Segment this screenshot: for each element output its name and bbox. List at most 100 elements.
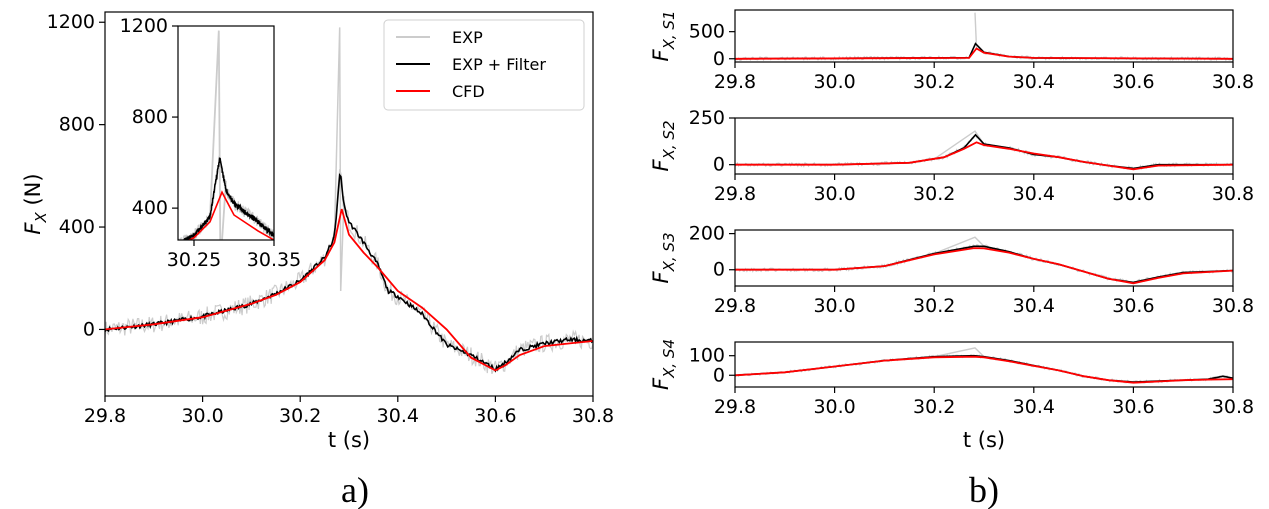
subplot-4-lines xyxy=(735,347,1233,384)
x-tick-label: 30.6 xyxy=(1112,183,1154,205)
y-tick-label: 200 xyxy=(689,223,725,245)
subplot-4-frame xyxy=(734,341,1234,388)
y-tick-label: 0 xyxy=(713,154,725,176)
panel-a-frame xyxy=(104,11,594,397)
subplot-1-y-label-sub: X, S1 xyxy=(660,11,678,51)
panel-a-y-ticks: 0 400 800 1200 xyxy=(47,11,105,340)
y-tick-label: 400 xyxy=(59,216,95,238)
panel-b-x-axis-label: t (s) xyxy=(963,428,1005,452)
x-tick-label: 30.8 xyxy=(1212,183,1254,205)
x-tick-label: 30.2 xyxy=(913,183,955,205)
exp-spike xyxy=(333,27,345,292)
inset-x-ticks: 30.25 30.35 xyxy=(167,240,301,271)
subplot-2-filter-line xyxy=(735,133,1233,170)
subplot-4-exp-spike xyxy=(934,347,985,358)
panel-b-label: b) xyxy=(969,470,999,509)
y-tick-label: 0 xyxy=(713,48,725,70)
subplot-1-x-ticks: 29.8 30.0 30.2 30.4 30.6 30.8 xyxy=(714,62,1254,93)
y-tick-label: 800 xyxy=(59,114,95,136)
y-tick-label: 0 xyxy=(713,364,725,386)
y-tick-label: 0 xyxy=(83,318,95,340)
cfd-series-line xyxy=(104,208,594,372)
subplot-2-y-label-main: F xyxy=(649,158,673,171)
y-tick-label: 500 xyxy=(689,21,725,43)
subplot-2-x-ticks: 29.8 30.0 30.2 30.4 30.6 30.8 xyxy=(714,174,1254,205)
panel-a-chart: 29.8 30.0 30.2 30.4 30.6 30.8 0 400 800 1200 t (… xyxy=(21,11,614,509)
subplot-3-y-axis-label: FX, S3 xyxy=(649,233,678,284)
inset-background xyxy=(178,26,274,240)
x-tick-label: 29.8 xyxy=(714,183,756,205)
subplot-3-x-ticks: 29.8 30.0 30.2 30.4 30.6 30.8 xyxy=(714,286,1254,317)
subplot-3-filter-line xyxy=(735,245,1233,284)
subplot-1-frame xyxy=(734,9,1234,63)
x-tick-label: 30.0 xyxy=(813,71,855,93)
x-tick-label: 30.0 xyxy=(813,396,855,418)
x-tick-label: 30.4 xyxy=(1013,295,1055,317)
inset-exp-spike xyxy=(209,30,227,240)
subplot-4-cfd-line xyxy=(735,355,1233,384)
x-tick-label: 30.6 xyxy=(1112,396,1154,418)
subplot-1-cfd-line xyxy=(735,47,1233,60)
subplot-3-y-label-main: F xyxy=(649,270,673,283)
x-tick-label: 30.4 xyxy=(1013,183,1055,205)
subplot-3-cfd-line xyxy=(735,247,1233,285)
legend-box xyxy=(383,19,585,111)
y-tick-label: 1200 xyxy=(120,15,168,37)
x-tick-label: 30.35 xyxy=(247,249,301,271)
x-tick-label: 29.8 xyxy=(714,295,756,317)
x-tick-label: 29.8 xyxy=(714,396,756,418)
panel-a-y-label-unit: (N) xyxy=(21,173,45,212)
subplot-1-y-label-main: F xyxy=(649,48,673,61)
x-tick-label: 30.2 xyxy=(913,396,955,418)
legend-exp-label: EXP xyxy=(452,28,483,47)
subplot-4-y-label-sub: X, S4 xyxy=(660,339,678,379)
subplot-1-y-axis-label: FX, S1 xyxy=(649,11,678,62)
y-tick-label: 0 xyxy=(713,259,725,281)
subplot-3-y-label-sub: X, S3 xyxy=(660,233,678,273)
subplot-3-exp-spike xyxy=(933,236,985,255)
x-tick-label: 30.4 xyxy=(1013,396,1055,418)
subplot-4-x-ticks: 29.8 30.0 30.2 30.4 30.6 30.8 xyxy=(714,387,1254,418)
panel-a-inset: 30.25 30.35 400 800 1200 xyxy=(120,15,302,271)
inset-lines xyxy=(181,157,274,240)
subplot-2-lines xyxy=(735,130,1233,171)
subplot-2-frame xyxy=(734,117,1234,175)
x-tick-label: 29.8 xyxy=(84,405,126,427)
subplot-2-y-label-sub: X, S2 xyxy=(660,121,678,161)
panel-a-label: a) xyxy=(341,470,369,509)
legend-cfd-label: CFD xyxy=(452,82,485,101)
subplot-1-filter-line xyxy=(735,42,1233,60)
panel-b-subplot-3: 29.8 30.0 30.2 30.4 30.6 30.8 0 200 FX, S3 xyxy=(649,223,1254,317)
panel-a-y-label-main: F xyxy=(21,222,45,235)
x-tick-label: 30.6 xyxy=(1112,71,1154,93)
inset-y-ticks: 400 800 1200 xyxy=(120,15,178,219)
x-tick-label: 30.8 xyxy=(572,405,614,427)
x-tick-label: 30.25 xyxy=(167,249,221,271)
subplot-4-y-axis-label: FX, S4 xyxy=(649,339,678,390)
x-tick-label: 30.0 xyxy=(813,295,855,317)
x-tick-label: 30.2 xyxy=(913,71,955,93)
inset-cfd-line xyxy=(187,190,274,240)
panel-a-y-label-sub: X xyxy=(32,211,50,223)
inset-frame xyxy=(177,25,275,241)
subplot-2-cfd-line xyxy=(735,141,1233,171)
panel-a-y-axis-label: FX (N) xyxy=(21,173,50,234)
x-tick-label: 30.0 xyxy=(181,405,223,427)
x-tick-label: 30.0 xyxy=(813,183,855,205)
subplot-3-lines xyxy=(735,236,1233,285)
subplot-1-lines xyxy=(735,12,1233,62)
subplot-3-frame xyxy=(734,229,1234,287)
x-tick-label: 30.2 xyxy=(279,405,321,427)
y-tick-label: 250 xyxy=(689,107,725,129)
x-tick-label: 30.8 xyxy=(1212,295,1254,317)
panel-b-subplot-2: 29.8 30.0 30.2 30.4 30.6 30.8 0 250 FX, S2 xyxy=(649,107,1254,205)
subplot-2-y-ticks: 0 250 xyxy=(689,107,735,176)
x-tick-label: 30.6 xyxy=(474,405,516,427)
x-tick-label: 29.8 xyxy=(714,71,756,93)
panel-a-lines xyxy=(104,172,594,373)
